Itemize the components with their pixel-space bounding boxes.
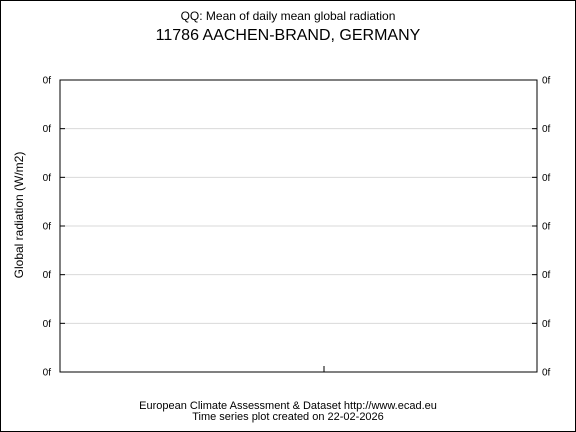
y-tick-label-right: 0f <box>542 173 551 184</box>
chart-title: QQ: Mean of daily mean global radiation <box>180 9 396 23</box>
footer-source: European Climate Assessment & Dataset ht… <box>139 400 437 412</box>
y-tick-label-right: 0f <box>542 76 551 87</box>
chart-subtitle: 11786 AACHEN-BRAND, GERMANY <box>155 27 421 44</box>
y-tick-label-right: 0f <box>542 124 551 135</box>
y-tick-label-left: 0f <box>43 124 52 135</box>
footer-created: Time series plot created on 22-02-2026 <box>192 411 384 423</box>
y-tick-label-right: 0f <box>542 319 551 330</box>
y-axis-ticks: 0f 0f 0f 0f 0f 0f 0f 0f 0f 0f 0f 0f 0f 0f <box>43 76 551 379</box>
y-tick-label-right: 0f <box>542 222 551 233</box>
gridlines <box>60 128 537 324</box>
y-tick-label-left: 0f <box>43 368 52 379</box>
y-tick-label-left: 0f <box>43 222 52 233</box>
y-tick-label-left: 0f <box>43 173 52 184</box>
y-tick-label-left: 0f <box>43 319 52 330</box>
y-tick-label-left: 0f <box>43 76 52 87</box>
y-tick-label-left: 0f <box>43 270 52 281</box>
y-tick-label-right: 0f <box>542 368 551 379</box>
y-tick-label-right: 0f <box>542 270 551 281</box>
